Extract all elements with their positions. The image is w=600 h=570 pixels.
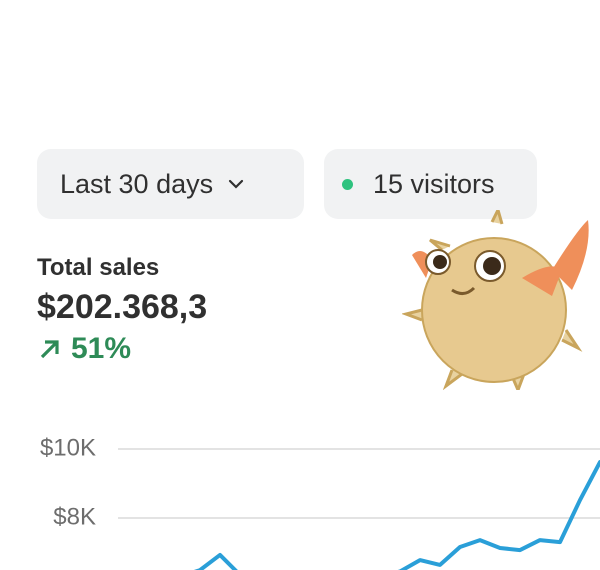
live-dot — [342, 178, 353, 190]
y-tick-label: $8K — [53, 503, 96, 530]
sales-change: 51% — [37, 332, 131, 366]
sales-value: $202.368,3 — [37, 288, 208, 326]
visitors-pill[interactable]: 15 visitors — [324, 149, 537, 219]
chevron — [229, 179, 244, 189]
sales-label: Total sales — [37, 254, 160, 281]
y-tick-label: $10K — [40, 434, 96, 461]
up-arrow — [40, 340, 59, 359]
change-text: 51% — [71, 332, 132, 365]
sales-line — [193, 460, 600, 570]
date-filter-text: Last 30 days — [60, 168, 214, 199]
visitors-text: 15 visitors — [373, 168, 495, 199]
date-filter[interactable]: Last 30 days — [37, 149, 304, 219]
pufferfish — [402, 210, 589, 390]
